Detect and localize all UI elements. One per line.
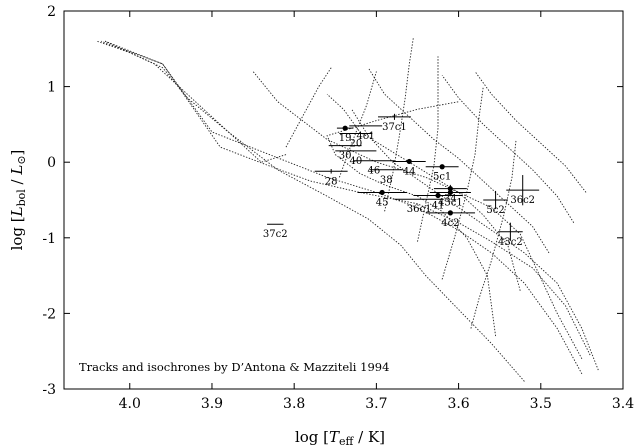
point-label: 41 — [432, 200, 445, 211]
data-point-5c1: 5c1 — [425, 164, 459, 183]
x-tick-label: 3.6 — [447, 396, 469, 412]
track-curve — [338, 71, 377, 178]
data-point-19: 19 — [336, 125, 354, 144]
point-label: 28 — [325, 176, 338, 187]
data-point-44: 44 — [392, 158, 426, 177]
point-label: 5c2 — [486, 205, 504, 216]
track-curve — [326, 101, 497, 337]
y-tick-label: -2 — [42, 306, 56, 322]
track-curve — [104, 40, 525, 382]
point-marker — [342, 125, 348, 131]
x-tick-label: 3.7 — [365, 396, 387, 412]
track-curve — [441, 86, 484, 280]
y-axis-title: log [Lbol / L⊙] — [8, 150, 28, 251]
point-label: 37c2 — [263, 229, 288, 240]
point-label: 37c1 — [382, 122, 407, 133]
track-curve — [96, 40, 287, 163]
track-curve — [351, 109, 599, 371]
data-point-43c2: 43c2 — [498, 222, 523, 248]
track-curve — [441, 75, 575, 223]
y-tick-label: -3 — [42, 382, 56, 398]
point-label: 4c1 — [357, 131, 375, 142]
data-point-45: 45 — [357, 189, 407, 208]
data-point-38: 38 — [369, 169, 403, 186]
x-tick-label: 3.9 — [201, 396, 223, 412]
x-tick-label: 3.4 — [612, 396, 634, 412]
track-curve — [417, 56, 439, 242]
track-curve — [326, 93, 521, 291]
point-label: 45 — [376, 197, 389, 208]
track-curve — [367, 67, 550, 254]
y-tick-label: 0 — [47, 155, 56, 171]
point-marker — [435, 192, 441, 199]
evolutionary-tracks — [96, 37, 599, 382]
point-label: 30 — [339, 151, 352, 162]
data-point-37c2: 37c2 — [263, 223, 288, 240]
y-tick-label: 2 — [47, 4, 56, 20]
data-point-30: 30 — [328, 145, 362, 162]
track-curve — [474, 71, 587, 193]
point-marker — [447, 210, 453, 216]
point-marker — [447, 189, 453, 196]
data-point-36c2: 36c2 — [506, 175, 540, 206]
data-point-4c1: 4c1 — [349, 125, 383, 142]
track-curve — [252, 71, 583, 360]
data-point-37c1: 37c1 — [378, 113, 411, 133]
track-curve — [100, 40, 591, 356]
point-label: 46 — [368, 166, 381, 177]
x-axis-title: log [Teff / K] — [295, 428, 385, 448]
track-curve — [104, 40, 583, 375]
x-tick-label: 4.0 — [119, 396, 141, 412]
point-label: 36c2 — [510, 195, 535, 206]
point-label: 38 — [380, 175, 393, 186]
point-label: 44 — [403, 166, 416, 177]
data-point-41: 41 — [413, 192, 463, 211]
point-label: 19 — [339, 133, 352, 144]
point-label: 34 — [444, 194, 457, 205]
data-point-36c1: 36c1 — [394, 198, 444, 215]
data-point-28: 28 — [314, 169, 348, 187]
plot-frame — [63, 10, 624, 390]
tracks-annotation: Tracks and isochrones by D’Antona & Mazz… — [79, 360, 389, 374]
x-tick-label: 3.5 — [530, 396, 552, 412]
x-tick-label: 3.8 — [283, 396, 305, 412]
track-curve — [285, 67, 332, 148]
point-label: 4c2 — [441, 218, 459, 229]
point-label: 36c1 — [407, 204, 432, 215]
point-label: 20 — [349, 138, 362, 149]
point-marker — [439, 164, 445, 170]
data-point-20: 20 — [339, 132, 373, 149]
data-point-40: 40 — [335, 150, 377, 167]
point-label: 43c2 — [498, 237, 523, 248]
y-tick-label: -1 — [42, 231, 56, 247]
point-label: 40 — [349, 156, 362, 167]
data-point-4c2: 4c2 — [425, 210, 476, 229]
point-label: 43c1 — [438, 197, 463, 208]
point-marker — [379, 189, 385, 196]
data-point-43c1: 43c1 — [429, 188, 471, 208]
data-point-46: 46 — [353, 160, 395, 177]
track-curve — [470, 139, 517, 329]
point-marker — [406, 158, 412, 165]
x-axis-ticks: 4.0 3.9 3.8 3.7 3.6 3.5 3.4 — [119, 11, 634, 412]
y-tick-label: 1 — [47, 80, 56, 96]
y-axis-ticks: 2 1 0 -1 -2 -3 — [42, 4, 623, 398]
data-point-5c2: 5c2 — [483, 190, 508, 216]
point-label: 5c1 — [433, 172, 451, 183]
